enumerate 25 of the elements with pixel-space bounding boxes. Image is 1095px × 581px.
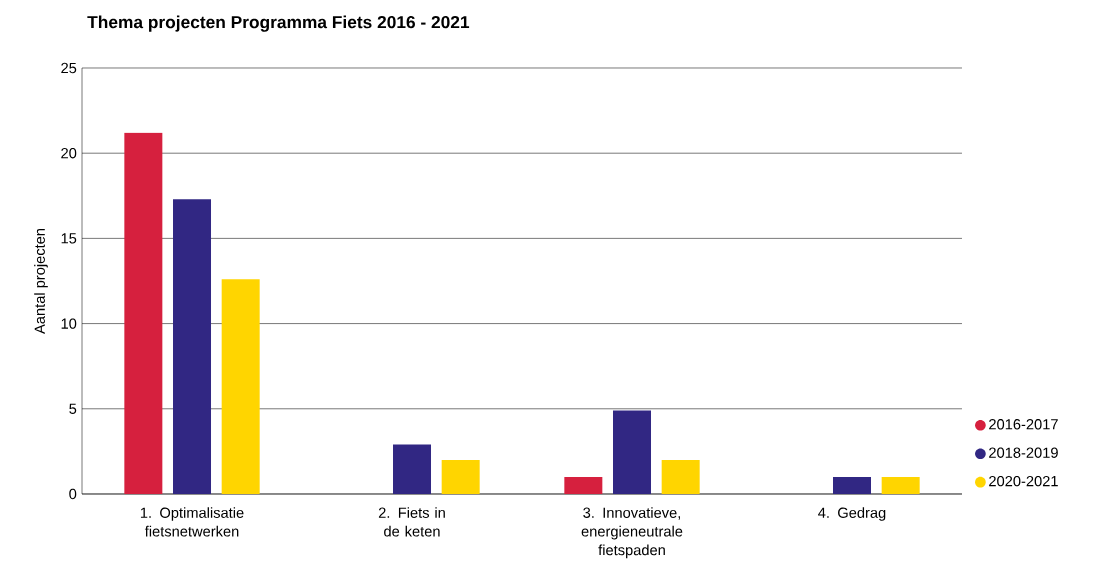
bar (441, 459, 480, 494)
bar (173, 199, 212, 494)
x-tick-label: 4. Gedrag (818, 507, 886, 521)
y-tick-label: 25 (61, 62, 77, 74)
legend-label: 2018-2019 (989, 447, 1058, 458)
bar (124, 132, 163, 494)
bar (393, 444, 431, 494)
bar (564, 476, 603, 494)
x-tick-label: 3. Innovatieve, energieneutrale fietspaden (581, 507, 683, 559)
y-tick-label: 10 (61, 318, 77, 329)
x-tick-label: 1. Optimalisatie fietsnetwerken (140, 507, 244, 537)
legend-label: 2020-2021 (989, 475, 1058, 487)
y-tick-label: 5 (69, 403, 77, 414)
chart-title: Thema projecten Programma Fiets 2016 - 2021 (87, 15, 470, 32)
y-tick-label: 20 (61, 148, 77, 159)
legend-label: 2016-2017 (989, 419, 1058, 430)
bar (221, 279, 260, 494)
bar (613, 410, 651, 494)
y-tick-label: 0 (69, 488, 77, 500)
x-tick-label: 2. Fiets in de keten (378, 507, 445, 537)
bar (833, 476, 871, 494)
y-axis-title: Aantal projecten (34, 228, 48, 334)
y-tick-label: 15 (61, 233, 77, 244)
bar (881, 476, 920, 494)
bar (661, 459, 700, 494)
